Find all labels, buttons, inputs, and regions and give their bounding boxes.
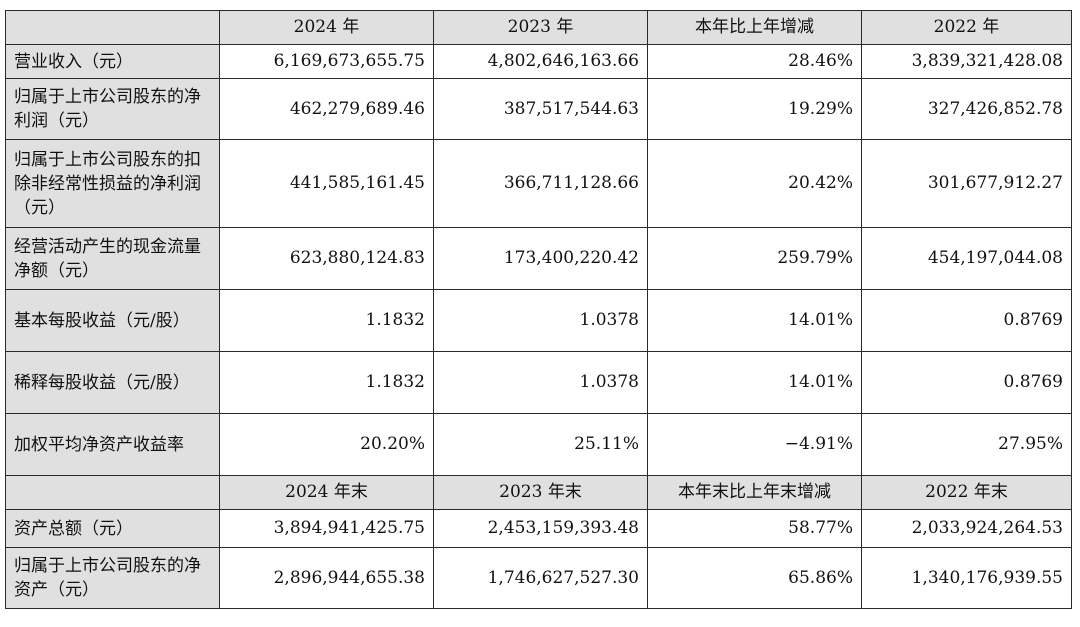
cell-2024: 1.1832 (219, 289, 434, 352)
cell-2022: 454,197,044.08 (861, 227, 1072, 290)
cell-2023: 1.0378 (433, 289, 648, 352)
cell-2022: 0.8769 (861, 351, 1072, 414)
header-cell-2022: 2022 年 (861, 10, 1072, 45)
row-label: 稀释每股收益（元/股） (5, 351, 220, 414)
cell-change: 20.42% (647, 139, 862, 228)
cell-change: 14.01% (647, 289, 862, 352)
row-label: 营业收入（元） (5, 44, 220, 79)
cell-change: 28.46% (647, 44, 862, 79)
cell-2024: 20.20% (219, 413, 434, 476)
row-label: 加权平均净资产收益率 (5, 413, 220, 476)
cell-2022: 2,033,924,264.53 (861, 509, 1072, 548)
header-row-annual: 2024 年 2023 年 本年比上年增减 2022 年 (5, 10, 1072, 45)
cell-change: 19.29% (647, 78, 862, 140)
cell-2023: 2,453,159,393.48 (433, 509, 648, 548)
cell-2022: 327,426,852.78 (861, 78, 1072, 140)
table-row-total-assets: 资产总额（元） 3,894,941,425.75 2,453,159,393.4… (5, 509, 1072, 548)
cell-change: 58.77% (647, 509, 862, 548)
cell-change: −4.91% (647, 413, 862, 476)
cell-2024: 6,169,673,655.75 (219, 44, 434, 79)
header-cell-blank (5, 475, 220, 510)
header-row-year-end: 2024 年末 2023 年末 本年末比上年末增减 2022 年末 (5, 475, 1072, 510)
financial-summary-table: 2024 年 2023 年 本年比上年增减 2022 年 营业收入（元） 6,1… (5, 10, 1072, 609)
row-label: 基本每股收益（元/股） (5, 289, 220, 352)
table-row-net-assets: 归属于上市公司股东的净资产（元） 2,896,944,655.38 1,746,… (5, 547, 1072, 609)
cell-change: 65.86% (647, 547, 862, 609)
table-row-net-profit-excl-nonrecurring: 归属于上市公司股东的扣除非经常性损益的净利润（元） 441,585,161.45… (5, 139, 1072, 228)
table-row-diluted-eps: 稀释每股收益（元/股） 1.1832 1.0378 14.01% 0.8769 (5, 351, 1072, 414)
table-row-basic-eps: 基本每股收益（元/股） 1.1832 1.0378 14.01% 0.8769 (5, 289, 1072, 352)
cell-2024: 441,585,161.45 (219, 139, 434, 228)
row-label: 归属于上市公司股东的净利润（元） (5, 78, 220, 140)
header-cell-2023: 2023 年 (433, 10, 648, 45)
cell-2023: 25.11% (433, 413, 648, 476)
table-row-revenue: 营业收入（元） 6,169,673,655.75 4,802,646,163.6… (5, 44, 1072, 79)
table-row-roe: 加权平均净资产收益率 20.20% 25.11% −4.91% 27.95% (5, 413, 1072, 476)
header-cell-change: 本年比上年增减 (647, 10, 862, 45)
header-cell-2023-end: 2023 年末 (433, 475, 648, 510)
cell-2024: 462,279,689.46 (219, 78, 434, 140)
cell-change: 14.01% (647, 351, 862, 414)
table-row-operating-cash-flow: 经营活动产生的现金流量净额（元） 623,880,124.83 173,400,… (5, 227, 1072, 290)
header-cell-blank (5, 10, 220, 45)
header-cell-2022-end: 2022 年末 (861, 475, 1072, 510)
cell-2024: 1.1832 (219, 351, 434, 414)
cell-2022: 301,677,912.27 (861, 139, 1072, 228)
cell-2023: 366,711,128.66 (433, 139, 648, 228)
cell-2022: 1,340,176,939.55 (861, 547, 1072, 609)
cell-2022: 3,839,321,428.08 (861, 44, 1072, 79)
cell-2022: 0.8769 (861, 289, 1072, 352)
cell-2023: 4,802,646,163.66 (433, 44, 648, 79)
row-label: 经营活动产生的现金流量净额（元） (5, 227, 220, 290)
cell-2022: 27.95% (861, 413, 1072, 476)
cell-2023: 1,746,627,527.30 (433, 547, 648, 609)
cell-2024: 623,880,124.83 (219, 227, 434, 290)
cell-2023: 387,517,544.63 (433, 78, 648, 140)
table-row-net-profit: 归属于上市公司股东的净利润（元） 462,279,689.46 387,517,… (5, 78, 1072, 140)
header-cell-change-end: 本年末比上年末增减 (647, 475, 862, 510)
row-label: 归属于上市公司股东的净资产（元） (5, 547, 220, 609)
cell-change: 259.79% (647, 227, 862, 290)
row-label: 归属于上市公司股东的扣除非经常性损益的净利润（元） (5, 139, 220, 228)
cell-2023: 173,400,220.42 (433, 227, 648, 290)
row-label: 资产总额（元） (5, 509, 220, 548)
cell-2024: 2,896,944,655.38 (219, 547, 434, 609)
cell-2023: 1.0378 (433, 351, 648, 414)
header-cell-2024: 2024 年 (219, 10, 434, 45)
cell-2024: 3,894,941,425.75 (219, 509, 434, 548)
header-cell-2024-end: 2024 年末 (219, 475, 434, 510)
